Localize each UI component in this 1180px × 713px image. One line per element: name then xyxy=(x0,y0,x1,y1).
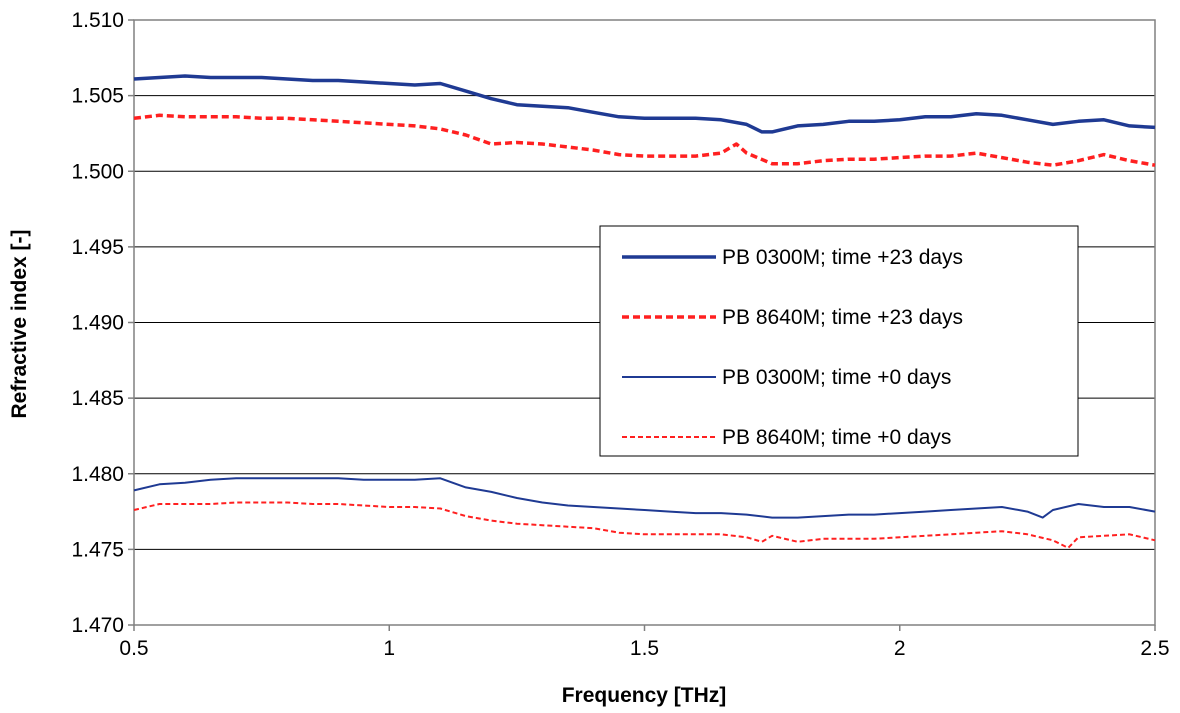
legend: PB 0300M; time +23 days PB 8640M; time +2… xyxy=(599,225,1079,457)
series-line-2 xyxy=(133,113,1156,167)
y-tick-label: 1.505 xyxy=(71,85,124,108)
series-line-1 xyxy=(133,74,1156,134)
x-axis-title: Frequency [THz] xyxy=(562,684,727,707)
y-axis-title: Refractive index [-] xyxy=(8,229,31,418)
legend-label-4: PB 8640M; time +0 days xyxy=(722,426,951,449)
x-tick-label: 1.5 xyxy=(630,637,659,660)
y-tick-label: 1.470 xyxy=(71,614,124,637)
x-tick-label: 1 xyxy=(383,637,395,660)
series-line-3 xyxy=(133,477,1156,519)
legend-label-3: PB 0300M; time +0 days xyxy=(722,366,951,389)
series-lines xyxy=(133,74,1156,549)
y-tick-label: 1.480 xyxy=(71,463,124,486)
legend-label-2: PB 8640M; time +23 days xyxy=(722,306,963,329)
x-tick-label: 2.5 xyxy=(1140,637,1169,660)
legend-box xyxy=(599,225,1079,457)
legend-items: PB 0300M; time +23 days PB 8640M; time +2… xyxy=(622,246,963,449)
x-tick-label: 0.5 xyxy=(119,637,148,660)
legend-label-1: PB 0300M; time +23 days xyxy=(722,246,963,269)
x-tick-label: 2 xyxy=(894,637,906,660)
y-tick-label: 1.475 xyxy=(71,538,124,561)
series-line-4 xyxy=(133,501,1156,549)
y-tick-label: 1.495 xyxy=(71,236,124,259)
y-tick-label: 1.490 xyxy=(71,312,124,335)
x-axis-ticks: 0.5 1 1.5 2 2.5 xyxy=(119,625,1170,660)
y-axis-ticks: 1.470 1.475 1.480 1.485 1.490 1.495 1.500 1.505… xyxy=(71,9,134,637)
y-tick-label: 1.500 xyxy=(71,160,124,183)
y-tick-label: 1.510 xyxy=(71,9,124,32)
y-tick-label: 1.485 xyxy=(71,387,124,410)
